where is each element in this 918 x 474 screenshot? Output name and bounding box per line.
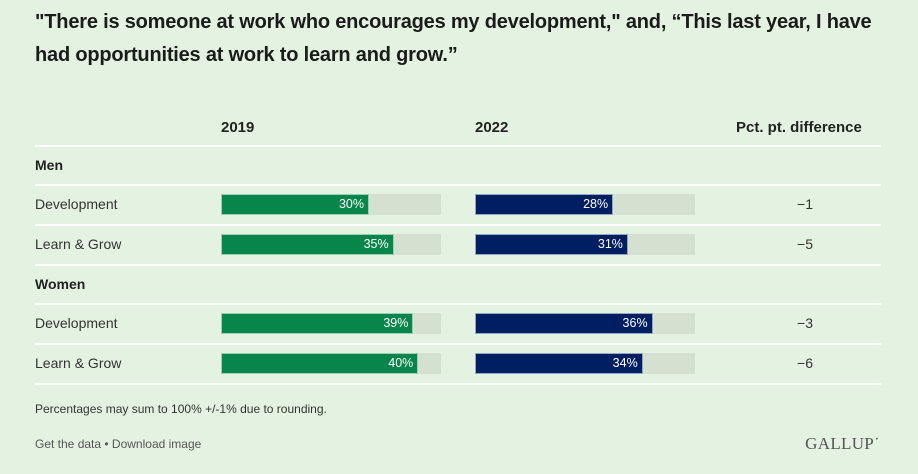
header-2022: 2022 — [475, 119, 509, 136]
header-difference: Pct. pt. difference — [736, 119, 862, 136]
bar-track-2019: 35% — [221, 234, 441, 255]
bar-value-label: 30% — [338, 197, 364, 211]
bar-2019: 40% — [221, 353, 419, 374]
bar-value-label: 35% — [363, 237, 389, 251]
bar-track-2019: 39% — [221, 313, 441, 334]
bar-value-label: 40% — [388, 356, 414, 370]
footer-links: Get the data • Download image — [35, 437, 201, 451]
bar-2022: 31% — [475, 234, 628, 255]
difference-value: −5 — [797, 236, 813, 252]
difference-value: −1 — [797, 196, 813, 212]
bar-2022: 34% — [475, 353, 643, 374]
bar-track-2022: 28% — [475, 194, 695, 215]
bar-value-label: 31% — [597, 237, 623, 251]
group-label-men: Men — [35, 157, 63, 173]
row-label: Development — [35, 315, 118, 331]
bar-value-label: 28% — [583, 197, 609, 211]
download-image-link[interactable]: Download image — [111, 437, 202, 451]
header-2019: 2019 — [221, 119, 255, 136]
difference-value: −6 — [797, 355, 813, 371]
divider — [35, 343, 881, 345]
get-data-link[interactable]: Get the data — [35, 437, 102, 451]
row-label: Development — [35, 196, 118, 212]
bar-track-2022: 34% — [475, 353, 695, 374]
row-label: Learn & Grow — [35, 236, 122, 252]
difference-value: −3 — [797, 315, 813, 331]
link-separator: • — [101, 437, 112, 451]
footnote: Percentages may sum to 100% +/-1% due to… — [35, 402, 327, 416]
bar-2022: 28% — [475, 194, 614, 215]
bar-2019: 30% — [221, 194, 369, 215]
bar-2019: 39% — [221, 313, 414, 334]
gallup-logo: GALLUP˙ — [805, 434, 880, 453]
divider — [35, 303, 881, 305]
bar-value-label: 36% — [622, 316, 648, 330]
bar-track-2022: 36% — [475, 313, 695, 334]
bar-track-2022: 31% — [475, 234, 695, 255]
divider — [35, 264, 881, 266]
bar-track-2019: 40% — [221, 353, 441, 374]
bar-2022: 36% — [475, 313, 653, 334]
divider — [35, 224, 881, 226]
bar-2019: 35% — [221, 234, 394, 255]
bar-value-label: 39% — [383, 316, 409, 330]
group-label-women: Women — [35, 276, 86, 292]
divider — [35, 383, 881, 385]
row-label: Learn & Grow — [35, 355, 122, 371]
divider — [35, 184, 881, 186]
chart-title: "There is someone at work who encourages… — [35, 11, 872, 66]
bar-value-label: 34% — [612, 356, 638, 370]
bar-track-2019: 30% — [221, 194, 441, 215]
divider — [35, 145, 881, 147]
